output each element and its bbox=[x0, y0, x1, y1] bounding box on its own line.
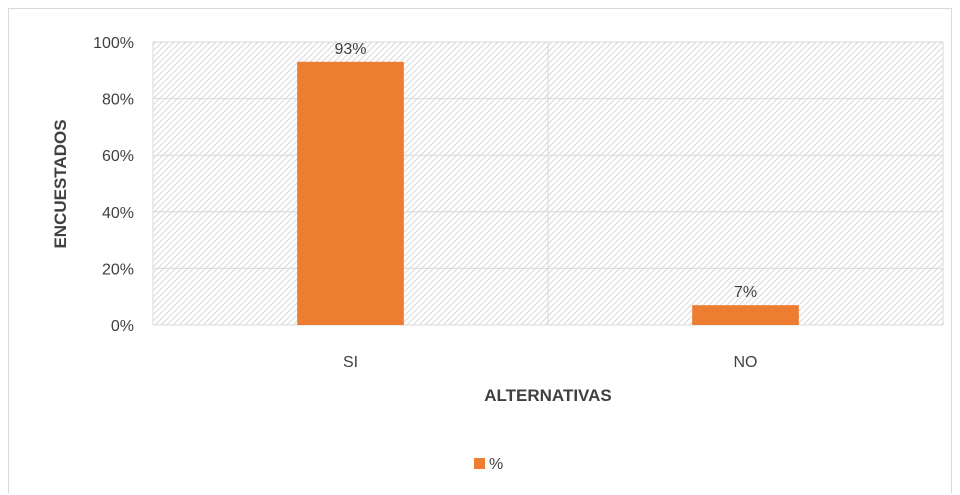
y-tick-label: 0% bbox=[111, 318, 134, 335]
y-tick-label: 100% bbox=[93, 35, 134, 52]
x-tick-label-no: NO bbox=[734, 354, 758, 371]
gridlines bbox=[152, 41, 944, 326]
y-axis-label: ENCUESTADOS bbox=[51, 119, 70, 248]
legend-swatch bbox=[474, 458, 485, 469]
legend-label: % bbox=[489, 456, 503, 473]
legend: % bbox=[474, 456, 503, 473]
bar-si bbox=[297, 61, 404, 326]
bars bbox=[297, 61, 799, 326]
y-tick-label: 20% bbox=[102, 261, 134, 278]
y-tick-label: 60% bbox=[102, 148, 134, 165]
x-axis-label: ALTERNATIVAS bbox=[484, 386, 612, 405]
data-labels: 93% 7% bbox=[334, 41, 757, 301]
bar-no bbox=[692, 305, 799, 325]
x-axis-ticks: SI NO bbox=[343, 354, 758, 371]
data-label-no: 7% bbox=[734, 284, 757, 301]
y-tick-label: 80% bbox=[102, 92, 134, 109]
y-axis-ticks: 0% 20% 40% 60% 80% 100% bbox=[93, 35, 134, 335]
x-tick-label-si: SI bbox=[343, 354, 358, 371]
y-tick-label: 40% bbox=[102, 205, 134, 222]
data-label-si: 93% bbox=[334, 41, 366, 58]
